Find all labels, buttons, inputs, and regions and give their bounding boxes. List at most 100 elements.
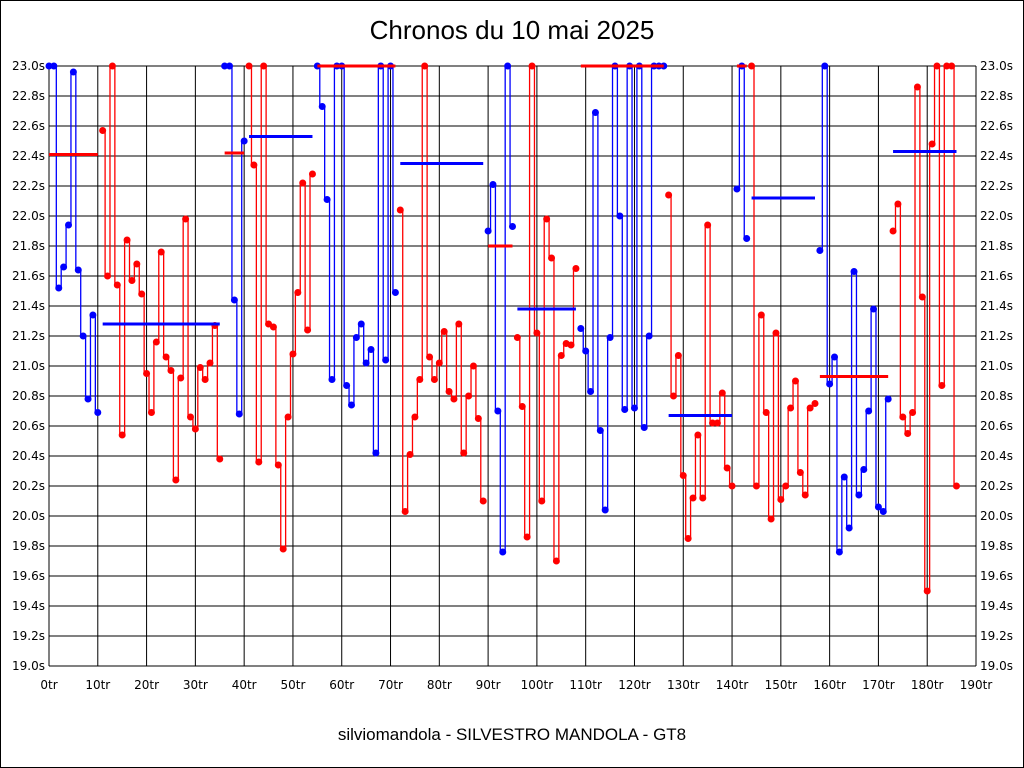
lap-time-point xyxy=(860,466,868,473)
lap-time-point xyxy=(274,461,282,469)
x-tick-label: 50tr xyxy=(280,678,305,692)
lap-time-point xyxy=(172,476,180,484)
lap-time-point xyxy=(104,272,112,280)
y-tick-label-right: 23.0s xyxy=(980,59,1013,73)
y-tick-label-left: 21.8s xyxy=(12,239,45,253)
lap-time-point xyxy=(196,364,204,371)
lap-time-point xyxy=(391,289,399,296)
lap-time-point xyxy=(162,353,170,361)
y-tick-label-right: 20.2s xyxy=(980,479,1013,493)
lap-time-point xyxy=(782,482,790,490)
lap-time-point xyxy=(504,62,512,70)
y-tick-label-right: 20.6s xyxy=(980,419,1013,433)
lap-time-point xyxy=(606,334,614,341)
lap-time-point xyxy=(426,353,434,361)
lap-time-point xyxy=(821,62,829,70)
lap-time-point xyxy=(284,413,292,421)
lap-time-point xyxy=(748,62,756,70)
y-tick-label-left: 21.6s xyxy=(12,269,45,283)
chart-title: Chronos du 10 mai 2025 xyxy=(369,15,655,45)
lap-time-point xyxy=(845,524,853,532)
lap-time-point xyxy=(323,196,331,203)
lap-time-point xyxy=(938,382,946,389)
lap-time-point xyxy=(630,404,638,412)
lap-time-point xyxy=(694,431,702,439)
lap-segment-5 xyxy=(396,62,487,515)
lap-time-point xyxy=(147,409,155,416)
lap-time-point xyxy=(796,469,804,476)
x-tick-label: 10tr xyxy=(85,678,110,692)
x-tick-label: 40tr xyxy=(232,678,257,692)
lap-time-point xyxy=(123,236,131,244)
lap-time-point xyxy=(460,449,468,457)
lap-time-point xyxy=(430,376,438,383)
lap-time-point xyxy=(245,62,253,70)
lap-time-point xyxy=(874,503,882,511)
lap-time-point xyxy=(577,325,585,332)
lap-time-point xyxy=(596,427,604,434)
lap-time-point xyxy=(206,359,214,367)
lap-time-point xyxy=(191,425,199,433)
lap-time-point xyxy=(948,62,956,70)
lap-time-point xyxy=(801,491,809,499)
lap-time-point xyxy=(621,406,629,413)
lap-time-point xyxy=(850,268,858,275)
x-tick-label: 70tr xyxy=(378,678,403,692)
lap-time-line xyxy=(102,65,220,481)
y-tick-label-left: 23.0s xyxy=(12,59,45,73)
lap-time-point xyxy=(757,311,765,319)
lap-time-point xyxy=(518,403,526,410)
lap-time-point xyxy=(411,413,419,421)
y-tick-label-right: 19.8s xyxy=(980,539,1013,553)
y-tick-label-left: 19.4s xyxy=(12,599,45,613)
lap-time-point xyxy=(670,392,678,400)
lap-time-point xyxy=(177,374,185,382)
lap-time-point xyxy=(469,362,477,370)
lap-time-point xyxy=(182,215,190,223)
lap-time-point xyxy=(704,221,712,229)
lap-time-point xyxy=(509,223,516,230)
y-tick-label-right: 22.0s xyxy=(980,209,1013,223)
lap-time-point xyxy=(367,346,375,353)
lap-time-point xyxy=(723,464,731,472)
lap-time-line xyxy=(317,65,396,454)
lap-time-point xyxy=(465,392,473,400)
y-tick-label-right: 20.8s xyxy=(980,389,1013,403)
lap-time-point xyxy=(50,62,58,70)
lap-time-point xyxy=(689,494,697,502)
lap-time-point xyxy=(45,62,53,70)
lap-segment-7 xyxy=(513,62,580,565)
lap-time-point xyxy=(709,419,717,427)
lap-time-point xyxy=(718,389,726,397)
x-tick-label: 80tr xyxy=(427,678,452,692)
lap-time-point xyxy=(318,103,326,110)
lap-time-point xyxy=(743,235,751,242)
lap-time-point xyxy=(226,62,234,70)
lap-time-point xyxy=(899,413,907,421)
y-tick-label-right: 22.4s xyxy=(980,149,1013,163)
lap-time-point xyxy=(840,473,848,481)
lap-time-point xyxy=(855,491,863,499)
x-tick-label: 180tr xyxy=(911,678,944,692)
lap-time-line xyxy=(893,65,957,592)
x-tick-label: 100tr xyxy=(521,678,554,692)
y-tick-label-right: 19.0s xyxy=(980,659,1013,673)
lap-time-point xyxy=(421,62,429,70)
lap-time-point xyxy=(260,62,268,70)
lap-time-point xyxy=(699,494,707,502)
lap-time-point xyxy=(157,248,165,256)
lap-time-line xyxy=(751,65,815,520)
lap-time-point xyxy=(406,451,414,458)
y-tick-label-right: 21.8s xyxy=(980,239,1013,253)
lap-time-point xyxy=(601,506,609,514)
lap-time-point xyxy=(250,161,258,169)
lap-time-point xyxy=(455,320,463,328)
lap-time-point xyxy=(289,350,297,358)
y-tick-label-right: 19.6s xyxy=(980,569,1013,583)
lap-time-point xyxy=(489,181,497,188)
y-tick-label-right: 19.2s xyxy=(980,629,1013,643)
y-tick-label-left: 22.2s xyxy=(12,179,45,193)
lap-time-point xyxy=(84,395,92,403)
lap-time-point xyxy=(811,400,819,407)
lap-time-point xyxy=(928,140,936,148)
